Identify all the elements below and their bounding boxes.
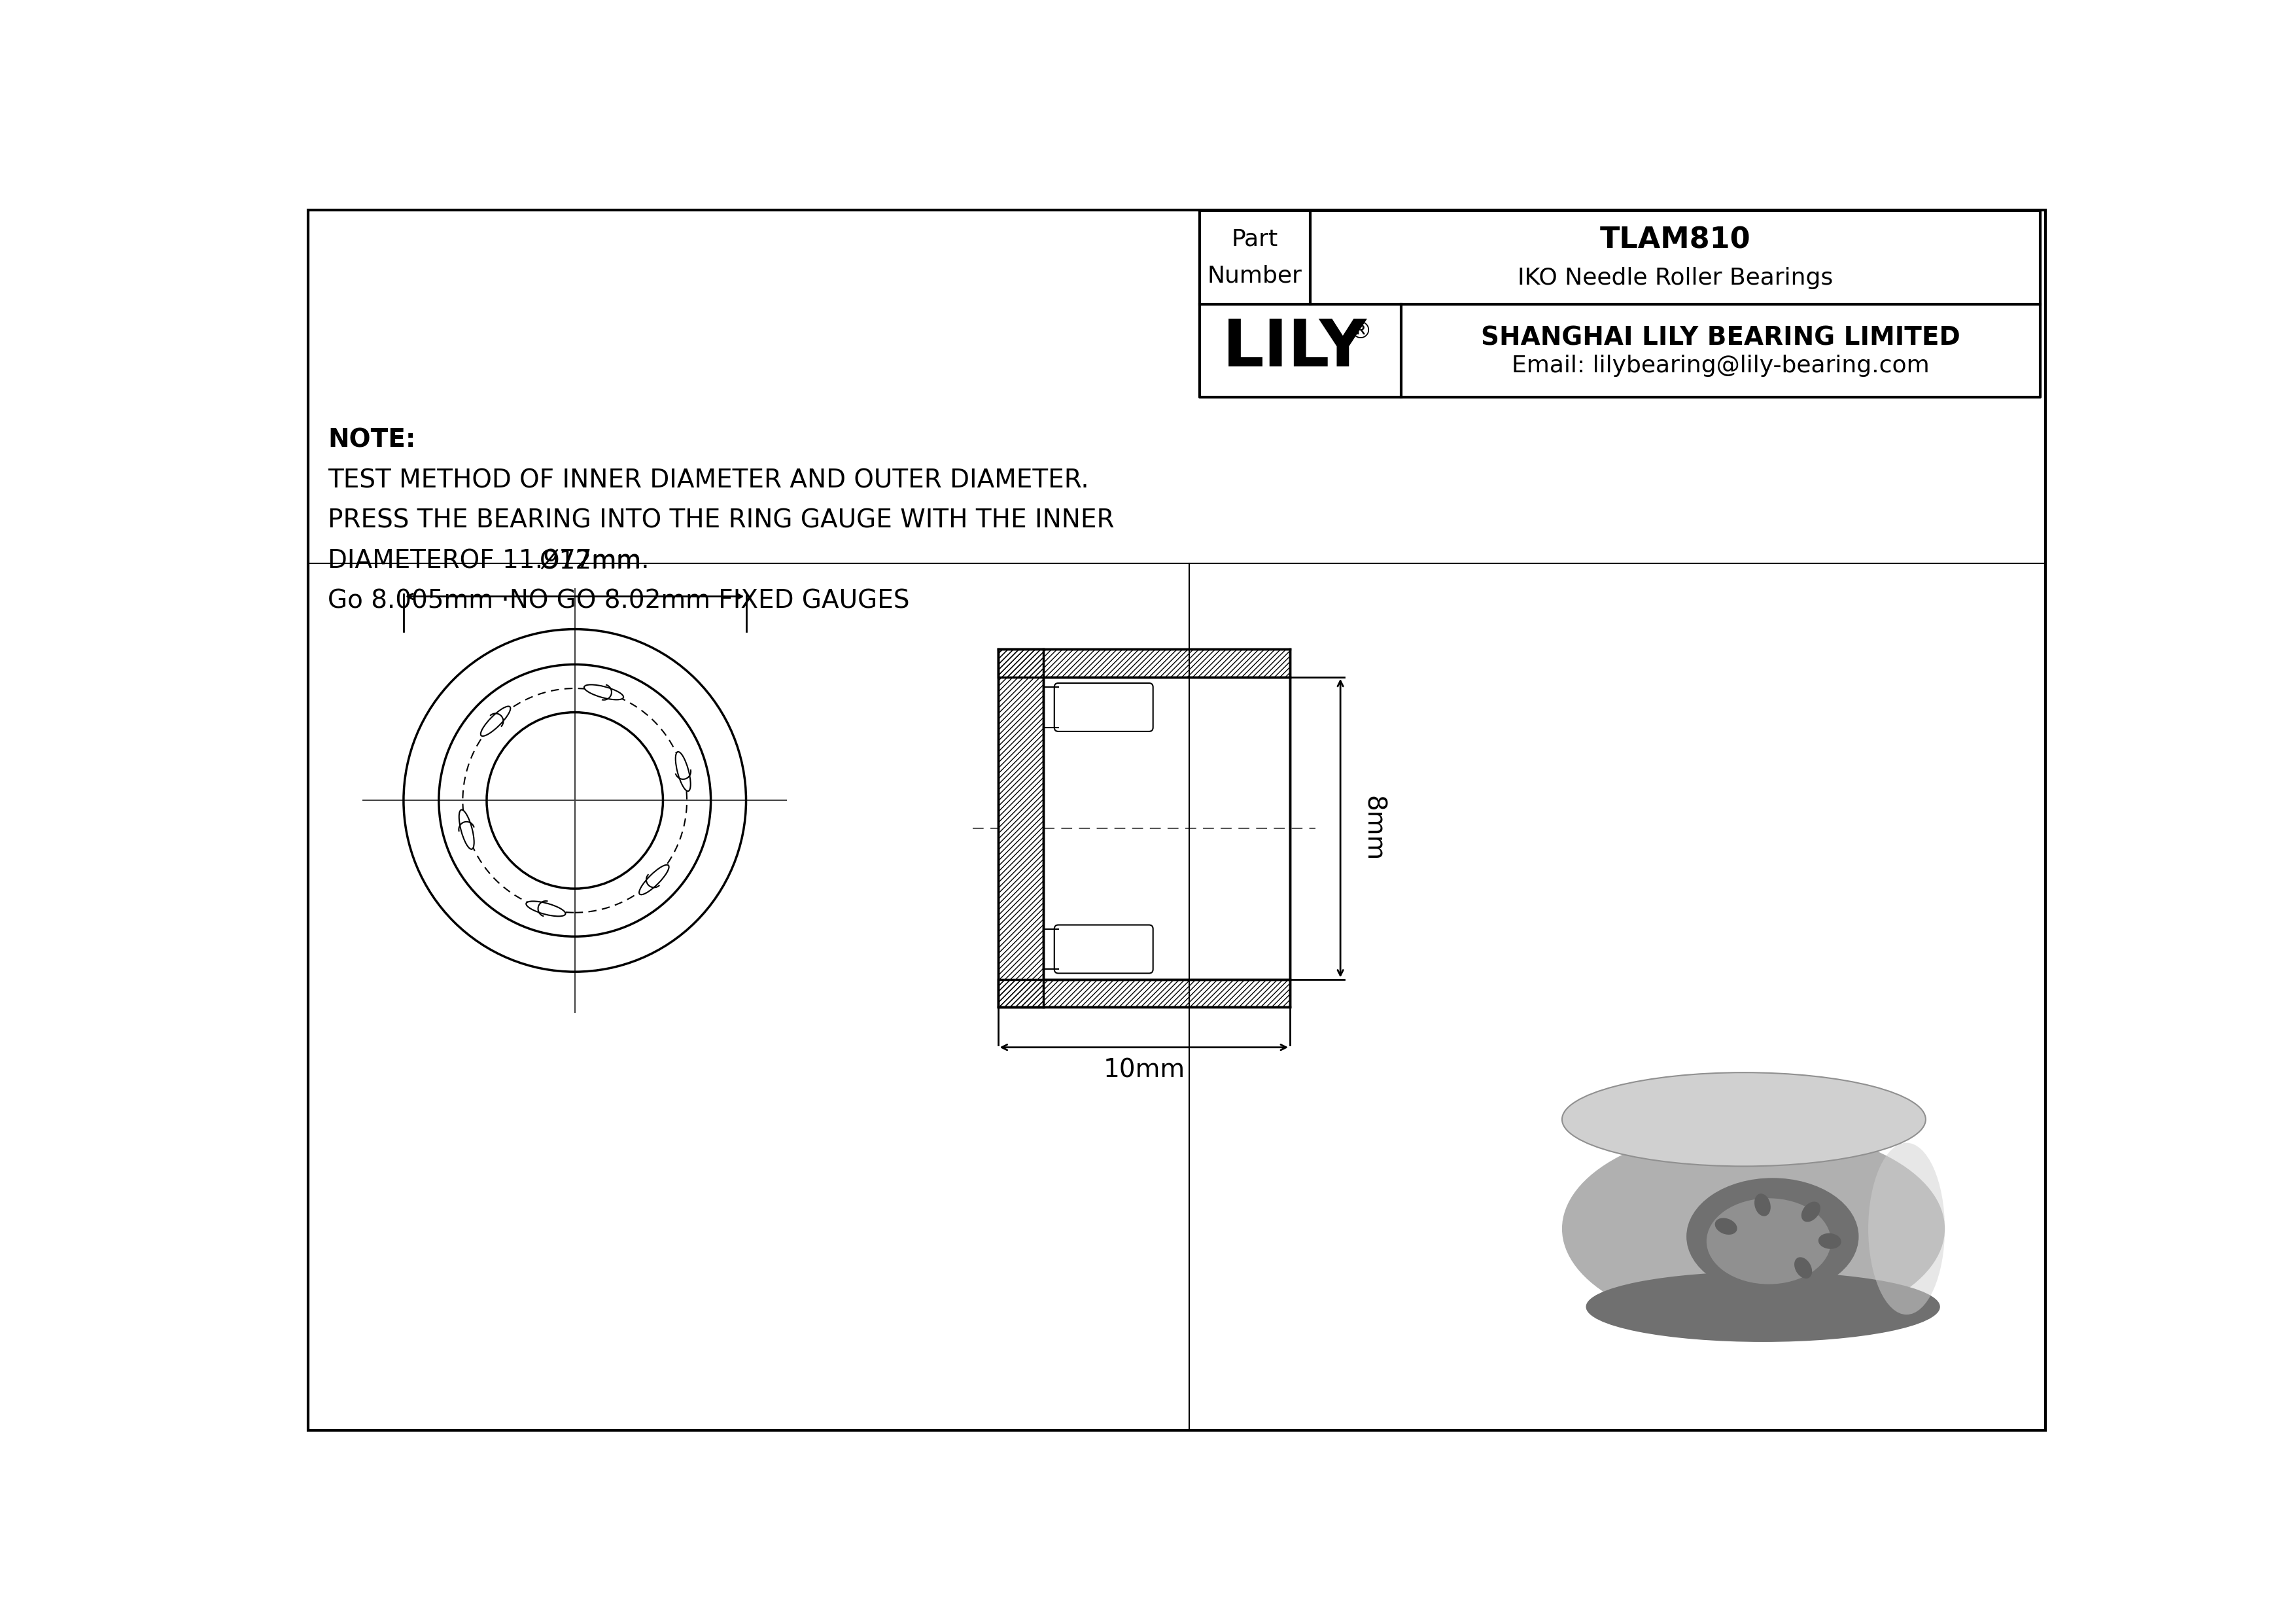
Bar: [999, 650, 1042, 1007]
Text: IKO Needle Roller Bearings: IKO Needle Roller Bearings: [1518, 266, 1832, 289]
Ellipse shape: [1715, 1218, 1738, 1234]
Ellipse shape: [459, 810, 473, 849]
Ellipse shape: [1754, 1194, 1770, 1216]
Text: ®: ®: [1348, 320, 1373, 343]
Text: Go 8.005mm ·NO GO 8.02mm FIXED GAUGES: Go 8.005mm ·NO GO 8.02mm FIXED GAUGES: [328, 590, 909, 614]
Ellipse shape: [1793, 1257, 1812, 1278]
Bar: [999, 979, 1290, 1007]
Text: SHANGHAI LILY BEARING LIMITED: SHANGHAI LILY BEARING LIMITED: [1481, 326, 1961, 351]
Text: 10mm: 10mm: [1102, 1057, 1185, 1082]
Ellipse shape: [1561, 1127, 1945, 1330]
Text: LILY: LILY: [1224, 317, 1368, 380]
Ellipse shape: [1802, 1202, 1821, 1221]
Text: TLAM810: TLAM810: [1600, 226, 1752, 253]
Text: TEST METHOD OF INNER DIAMETER AND OUTER DIAMETER.: TEST METHOD OF INNER DIAMETER AND OUTER …: [328, 468, 1088, 492]
Ellipse shape: [675, 752, 691, 791]
Ellipse shape: [1706, 1199, 1830, 1285]
Bar: [999, 979, 1290, 1007]
FancyBboxPatch shape: [1054, 926, 1153, 973]
Text: Ø12mm: Ø12mm: [540, 549, 641, 573]
Ellipse shape: [638, 866, 668, 895]
Text: Email: lilybearing@lily-bearing.com: Email: lilybearing@lily-bearing.com: [1511, 354, 1929, 377]
Text: DIAMETEROF 11.977mm.: DIAMETEROF 11.977mm.: [328, 549, 650, 573]
Ellipse shape: [583, 685, 625, 700]
Text: PRESS THE BEARING INTO THE RING GAUGE WITH THE INNER: PRESS THE BEARING INTO THE RING GAUGE WI…: [328, 508, 1114, 533]
Ellipse shape: [480, 706, 510, 736]
Bar: [999, 650, 1290, 677]
Text: NOTE:: NOTE:: [328, 427, 416, 453]
Ellipse shape: [1688, 1177, 1860, 1294]
Text: 8mm: 8mm: [1362, 796, 1384, 861]
Ellipse shape: [1561, 1072, 1926, 1166]
Bar: [999, 650, 1042, 1007]
Text: Part
Number: Part Number: [1208, 229, 1302, 287]
FancyBboxPatch shape: [1054, 684, 1153, 731]
Bar: [999, 650, 1290, 677]
Ellipse shape: [1587, 1272, 1940, 1341]
Ellipse shape: [526, 901, 565, 916]
Ellipse shape: [1818, 1233, 1841, 1249]
Ellipse shape: [1869, 1143, 1945, 1314]
